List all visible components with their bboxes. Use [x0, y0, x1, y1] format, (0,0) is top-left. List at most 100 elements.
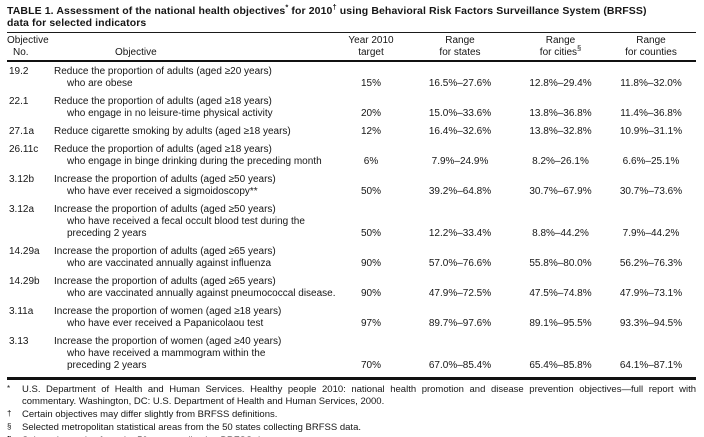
range-counties-value-cell: 11.4%–36.8%: [620, 108, 682, 119]
title-footnote-mark: *: [285, 2, 289, 12]
range-states-value-cell: 7.9%–24.9%: [431, 156, 489, 167]
col-header-target: Year 2010 target: [337, 32, 405, 62]
footnote: * U.S. Department of Health and Human Ser…: [7, 384, 696, 407]
range-counties-value-cell: 6.6%–25.1%: [622, 156, 680, 167]
objective-description-cell: Reduce the proportion of adults (aged ≥1…: [53, 139, 337, 169]
footnote-text: U.S. Department of Health and Human Serv…: [22, 384, 696, 407]
col-header-range-cities: Range for cities§: [515, 32, 606, 62]
col-header-range-counties: Range for counties: [606, 32, 696, 62]
range-states-value-cell: 16.5%–27.6%: [428, 78, 492, 89]
range-counties-value-cell: 10.9%–31.1%: [619, 126, 683, 137]
range-states-value-cell: 67.0%–85.4%: [428, 360, 492, 371]
objective-no-cell: 3.11a: [9, 306, 34, 317]
range-counties-value-cell: 30.7%–73.6%: [619, 186, 683, 197]
objective-line: preceding 2 years: [67, 360, 147, 371]
range-states-value-cell: 16.4%–32.6%: [428, 126, 492, 137]
target-value-cell: 50%: [360, 186, 381, 197]
footnote-symbol: *: [7, 384, 11, 393]
footnote-text: Selected metropolitan statistical areas …: [22, 421, 361, 433]
objective-no-cell: 19.2: [9, 66, 29, 77]
objective-description-cell: Increase the proportion of adults (aged …: [53, 271, 337, 301]
objective-line: who are obese: [67, 78, 133, 89]
footnote-text: Selected counties from the 50 states col…: [22, 435, 276, 437]
table-row: 26.11c Reduce the proportion of adults (…: [7, 139, 696, 169]
objective-no-cell: 14.29b: [9, 276, 40, 287]
objective-line: who are vaccinated annually against pneu…: [67, 288, 336, 299]
title-footnote-mark: †: [332, 2, 337, 12]
range-counties-value-cell: 64.1%–87.1%: [619, 360, 683, 371]
range-cities-value-cell: 8.8%–44.2%: [532, 228, 589, 239]
objective-line: Increase the proportion of adults (aged …: [54, 276, 276, 287]
objective-line: Increase the proportion of adults (aged …: [54, 204, 276, 215]
range-cities-value-cell: 13.8%–36.8%: [529, 108, 592, 119]
objective-line: Reduce the proportion of adults (aged ≥1…: [54, 96, 272, 107]
objectives-table: Objective No. Objective Year 2010 target…: [7, 32, 696, 380]
range-counties-value-cell: 11.8%–32.0%: [620, 78, 682, 89]
objective-line: Reduce the proportion of adults (aged ≥1…: [54, 144, 272, 155]
objective-line: who engage in no leisure-time physical a…: [67, 108, 273, 119]
footnote: ¶Selected counties from the 50 states co…: [7, 435, 696, 437]
objective-description-cell: Increase the proportion of adults (aged …: [53, 199, 337, 241]
range-cities-value-cell: 89.1%–95.5%: [529, 318, 592, 329]
objective-no-cell: 22.1: [9, 96, 29, 107]
table-row: 22.1 Reduce the proportion of adults (ag…: [7, 91, 696, 121]
objective-description-cell: Increase the proportion of women (aged ≥…: [53, 301, 337, 331]
objective-line: who have received a mammogram within the: [67, 348, 266, 359]
range-cities-value-cell: 8.2%–26.1%: [532, 156, 589, 167]
target-value-cell: 12%: [360, 126, 381, 137]
range-states-value-cell: 15.0%–33.6%: [428, 108, 492, 119]
objective-line: preceding 2 years: [67, 228, 147, 239]
col-header-range-states: Range for states: [405, 32, 515, 62]
objective-no-cell: 3.13: [9, 336, 29, 347]
footnote: † Certain objectives may differ slightly …: [7, 409, 696, 421]
range-counties-value-cell: 7.9%–44.2%: [622, 228, 680, 239]
objective-description-cell: Reduce the proportion of adults (aged ≥1…: [53, 91, 337, 121]
target-value-cell: 97%: [360, 318, 381, 329]
objective-no-cell: 14.29a: [9, 246, 40, 257]
objective-line: who have ever received a sigmoidoscopy**: [67, 186, 258, 197]
table-row: 3.12b Increase the proportion of adults …: [7, 169, 696, 199]
range-counties-value-cell: 93.3%–94.5%: [619, 318, 683, 329]
objective-line: Increase the proportion of adults (aged …: [54, 246, 276, 257]
target-value-cell: 15%: [360, 78, 381, 89]
objectives-table-body: 19.2 Reduce the proportion of adults (ag…: [7, 61, 696, 379]
objective-line: Increase the proportion of women (aged ≥…: [54, 336, 282, 347]
target-value-cell: 20%: [360, 108, 381, 119]
objective-line: who engage in binge drinking during the …: [67, 156, 322, 167]
objective-line: Reduce cigarette smoking by adults (aged…: [54, 126, 291, 137]
objective-description-cell: Increase the proportion of adults (aged …: [53, 241, 337, 271]
objective-no-cell: 26.11c: [9, 144, 39, 155]
table-row: 14.29a Increase the proportion of adults…: [7, 241, 696, 271]
footnotes-section: * U.S. Department of Health and Human Ser…: [7, 380, 696, 437]
range-cities-value-cell: 65.4%–85.8%: [529, 360, 592, 371]
table-row: 3.13 Increase the proportion of women (a…: [7, 331, 696, 379]
col-header-objective: Objective: [53, 32, 337, 62]
range-cities-value-cell: 55.8%–80.0%: [529, 258, 592, 269]
range-counties-value-cell: 47.9%–73.1%: [619, 288, 683, 299]
footnote-text: Certain objectives may differ slightly f…: [22, 408, 278, 420]
objective-description-cell: Increase the proportion of adults (aged …: [53, 169, 337, 199]
target-value-cell: 90%: [360, 258, 381, 269]
objective-line: Increase the proportion of women (aged ≥…: [54, 306, 282, 317]
range-states-value-cell: 39.2%–64.8%: [428, 186, 492, 197]
title-text: for 2010: [288, 5, 333, 17]
range-states-value-cell: 12.2%–33.4%: [428, 228, 492, 239]
title-text: TABLE 1. Assessment of the national heal…: [7, 5, 286, 17]
table-row: 19.2 Reduce the proportion of adults (ag…: [7, 61, 696, 91]
objective-no-cell: 3.12b: [9, 174, 35, 185]
footnote-symbol: †: [7, 408, 12, 418]
range-cities-value-cell: 47.5%–74.8%: [529, 288, 592, 299]
range-states-value-cell: 89.7%–97.6%: [428, 318, 492, 329]
objective-line: who are vaccinated annually against infl…: [67, 258, 272, 269]
range-counties-value-cell: 56.2%–76.3%: [619, 258, 683, 269]
table-row: 14.29b Increase the proportion of adults…: [7, 271, 696, 301]
footnote-symbol: §: [7, 421, 12, 431]
footnote-symbol: ¶: [7, 434, 22, 437]
objective-no-cell: 3.12a: [9, 204, 35, 215]
objective-description-cell: Reduce the proportion of adults (aged ≥2…: [53, 61, 337, 91]
target-value-cell: 50%: [360, 228, 381, 239]
target-value-cell: 90%: [360, 288, 381, 299]
title-text: using Behavioral Risk Factors Surveillan…: [336, 5, 647, 17]
title-text: data for selected indicators: [7, 17, 147, 29]
